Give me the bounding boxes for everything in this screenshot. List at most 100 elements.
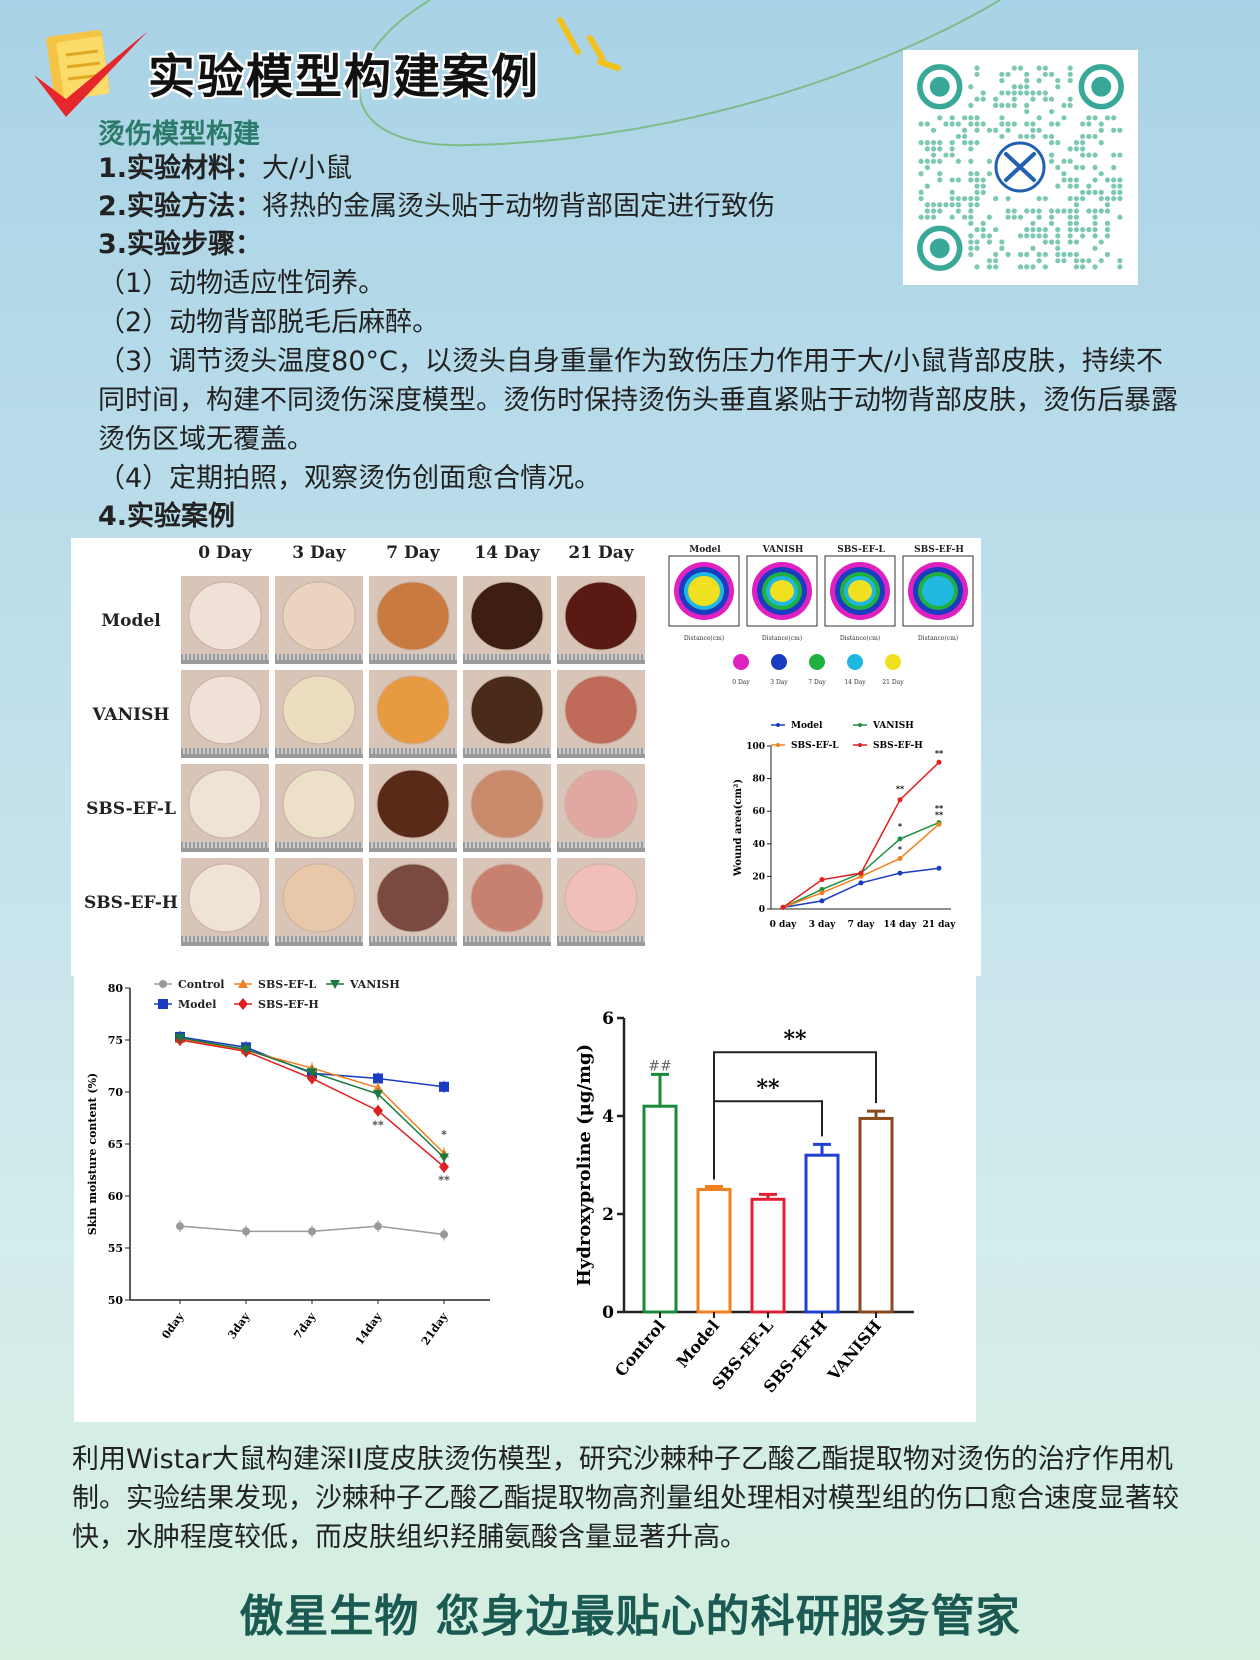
data-point: [373, 1104, 383, 1117]
x-tick-label: 0 day: [770, 920, 798, 930]
contour-legend-label: 7 Day: [808, 679, 826, 686]
y-tick-label: 50: [108, 1294, 124, 1307]
contour-maps: Model Distance(cm) VANISH Distance(cm) SBS-E…: [668, 545, 974, 686]
figure-wound-healing: 0 Day 3 Day 7 Day 14 Day 21 Day Model VANISH SB…: [71, 538, 981, 976]
contour-xlabel: Distance(cm): [840, 635, 880, 642]
contour-ring: [770, 580, 794, 602]
data-point: [936, 821, 942, 827]
contour-legend-swatch: [885, 654, 901, 670]
wound-area-chart: 0 20 40 60 80 100 0 day 3 day 7 day 14 day 21 day W…: [733, 721, 956, 930]
legend-label: Model: [178, 998, 216, 1011]
contour-panel-title: VANISH: [762, 545, 804, 555]
data-point: [858, 880, 864, 886]
y-tick-label: 100: [746, 742, 765, 752]
x-tick-label: 0day: [159, 1310, 187, 1342]
series-line: [179, 1037, 445, 1159]
y-tick-label: 70: [108, 1086, 124, 1099]
step-3: （3）调节烫头温度80°C，以烫头自身重量作为致伤压力作用于大/小鼠背部皮肤，持…: [98, 346, 1178, 455]
contour-legend-label: 0 Day: [732, 679, 750, 686]
significance-marker: **: [935, 748, 944, 758]
x-tick-label: 3day: [225, 1310, 253, 1342]
legend-label: SBS-EF-L: [791, 741, 839, 751]
photo-group-label: VANISH: [92, 705, 170, 725]
legend-label: SBS-EF-H: [873, 741, 923, 751]
significance-marker: **: [783, 1026, 807, 1052]
contour-ring: [688, 576, 720, 606]
significance-marker: *: [441, 1128, 447, 1141]
x-tick-label: Model: [673, 1316, 723, 1371]
significance-bracket: [713, 1100, 823, 1180]
data-point: [373, 1073, 383, 1084]
contour-legend-swatch: [809, 654, 825, 670]
info-materials: 1.实验材料：大/小鼠: [98, 153, 353, 184]
y-tick-label: 40: [752, 840, 765, 850]
photo-group-label: Model: [101, 611, 161, 631]
bar: [696, 1188, 732, 1314]
photo-group-label: SBS-EF-L: [86, 799, 176, 819]
contour-panel-title: SBS-EF-L: [837, 545, 885, 555]
data-point: [897, 855, 903, 861]
significance-bracket: [713, 1051, 877, 1180]
info-method: 2.实验方法：将热的金属烫头贴于动物背部固定进行致伤: [98, 191, 776, 222]
skin-moisture-chart: 50 55 60 65 70 75 80 0day 3day 7day 14day 21day Skin…: [86, 978, 490, 1348]
data-point: [897, 870, 903, 876]
y-tick-label: 80: [752, 775, 765, 785]
data-point: [936, 865, 942, 871]
data-point: [307, 1072, 317, 1085]
bar: [858, 1116, 894, 1314]
photo-day-label: 14 Day: [474, 543, 540, 563]
photo-grid: 0 Day 3 Day 7 Day 14 Day 21 Day Model VANISH SB…: [84, 543, 645, 946]
significance-marker: ##: [648, 1058, 671, 1074]
contour-xlabel: Distance(cm): [762, 635, 802, 642]
data-point: [373, 1090, 383, 1100]
data-point: [897, 797, 903, 803]
y-tick-label: 65: [108, 1138, 123, 1151]
series-line: [782, 821, 940, 909]
data-point: [936, 759, 942, 765]
checkmark-notebook-icon: [34, 29, 148, 117]
x-tick-label: 7 day: [848, 920, 876, 930]
significance-marker: *: [898, 844, 903, 854]
legend-label: Control: [178, 978, 224, 991]
data-point: [242, 1227, 250, 1236]
photo-day-label: 21 Day: [568, 543, 634, 563]
photo-day-label: 3 Day: [292, 543, 347, 563]
x-tick-label: 21 day: [922, 920, 956, 930]
contour-xlabel: Distance(cm): [918, 635, 958, 642]
data-point: [819, 877, 825, 883]
contour-legend-label: 14 Day: [844, 679, 866, 686]
data-point: [439, 1081, 449, 1092]
significance-marker: **: [896, 784, 905, 794]
x-tick-label: 14 day: [883, 920, 917, 930]
contour-panel-title: SBS-EF-H: [914, 545, 964, 555]
page-title: 实验模型构建案例: [148, 50, 540, 105]
y-tick-label: 20: [752, 872, 765, 882]
step-1: （1）动物适应性饲养。: [98, 268, 386, 299]
contour-xlabel: Distance(cm): [684, 635, 724, 642]
case-label: 4.实验案例: [98, 501, 236, 532]
bar: [804, 1153, 840, 1314]
data-point: [819, 898, 825, 904]
contour-panel-title: Model: [689, 545, 721, 555]
data-point: [780, 904, 786, 910]
contour-ring: [922, 576, 954, 606]
photo-day-label: 0 Day: [198, 543, 253, 563]
x-tick-label: VANISH: [823, 1316, 885, 1384]
significance-marker: **: [935, 803, 944, 813]
data-point: [241, 1045, 251, 1055]
photo-day-label: 7 Day: [386, 543, 441, 563]
y-tick-label: 60: [752, 807, 765, 817]
contour-legend-swatch: [847, 654, 863, 670]
data-point: [439, 1160, 449, 1173]
summary-text: 利用Wistar大鼠构建深II度皮肤烫伤模型，研究沙棘种子乙酸乙酯提取物对烫伤的…: [72, 1444, 1179, 1553]
photo-group-label: SBS-EF-H: [84, 893, 178, 913]
qr-code[interactable]: [903, 50, 1138, 285]
data-point: [858, 870, 864, 876]
y-axis-label: Wound area(cm²): [733, 779, 744, 877]
significance-marker: **: [935, 810, 944, 820]
data-point: [440, 1230, 448, 1239]
section-title: 烫伤模型构建: [98, 119, 260, 150]
y-tick-label: 0: [759, 905, 765, 915]
y-tick-label: 4: [602, 1107, 614, 1127]
